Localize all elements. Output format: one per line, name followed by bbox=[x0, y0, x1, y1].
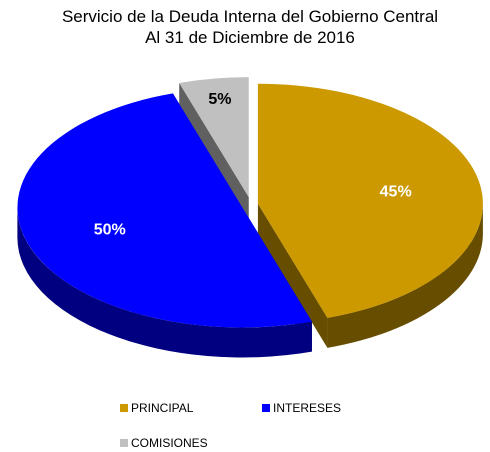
legend-swatch bbox=[262, 404, 270, 412]
slice-wall bbox=[257, 203, 328, 348]
legend-swatch bbox=[120, 439, 128, 447]
data-label: 5% bbox=[208, 91, 231, 108]
legend-label: INTERESES bbox=[273, 401, 341, 415]
data-label: 45% bbox=[380, 183, 412, 200]
pie-slice bbox=[179, 77, 249, 198]
data-label: 50% bbox=[94, 222, 126, 239]
chart-subtitle: Al 31 de Diciembre de 2016 bbox=[145, 28, 355, 47]
legend-label: PRINCIPAL bbox=[131, 401, 194, 415]
pie-slice bbox=[17, 93, 312, 328]
legend-swatch bbox=[120, 404, 128, 412]
title-block: Servicio de la Deuda Interna del Gobiern… bbox=[60, 6, 440, 48]
slice-side bbox=[17, 207, 312, 358]
chart-title: Servicio de la Deuda Interna del Gobiern… bbox=[61, 7, 439, 26]
pie-slice bbox=[257, 83, 483, 318]
slice-side bbox=[327, 203, 483, 348]
legend-label: COMISIONES bbox=[131, 436, 208, 450]
